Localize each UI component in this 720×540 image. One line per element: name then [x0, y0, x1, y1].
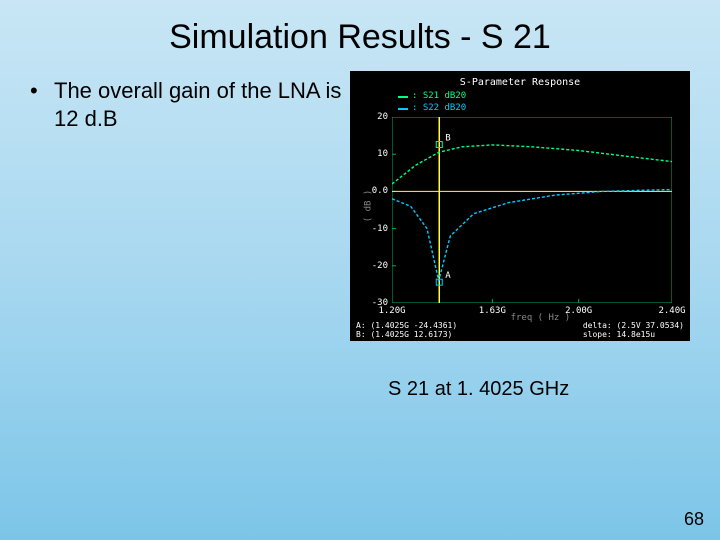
legend-item: : S21 dB20 — [398, 91, 466, 103]
chart-title: S-Parameter Response — [350, 71, 690, 88]
readout-row: A: (1.4025G -24.4361)B: (1.4025G 12.6173… — [356, 321, 684, 339]
bullet-list: • The overall gain of the LNA is 12 d.B — [30, 71, 350, 341]
svg-text:A: A — [445, 271, 451, 281]
y-tick-label: -20 — [372, 261, 388, 271]
x-tick-label: 1.20G — [378, 306, 405, 316]
chart-legend: : S21 dB20: S22 dB20 — [398, 91, 466, 114]
legend-swatch — [398, 96, 408, 98]
y-tick-label: -10 — [372, 224, 388, 234]
readout-left: A: (1.4025G -24.4361)B: (1.4025G 12.6173… — [356, 321, 457, 339]
legend-item: : S22 dB20 — [398, 103, 466, 115]
y-tick-label: 20 — [377, 112, 388, 122]
slide-title: Simulation Results - S 21 — [0, 0, 720, 71]
x-tick-label: 1.63G — [479, 306, 506, 316]
s-parameter-chart: S-Parameter Response : S21 dB20: S22 dB2… — [350, 71, 690, 341]
chart-caption: S 21 at 1. 4025 GHz — [388, 378, 569, 401]
legend-swatch — [398, 108, 408, 110]
plot-area: AB 20100.0-10-20-301.20G1.63G2.00G2.40G — [392, 117, 672, 303]
y-tick-label: 10 — [377, 149, 388, 159]
bullet-item: • The overall gain of the LNA is 12 d.B — [30, 77, 350, 132]
svg-text:B: B — [445, 134, 450, 144]
readout-right: delta: (2.5V 37.0534)slope: 14.8e15u — [583, 321, 684, 339]
plot-svg: AB — [392, 117, 672, 303]
bullet-text: The overall gain of the LNA is 12 d.B — [54, 77, 350, 132]
legend-label: : S21 dB20 — [412, 91, 466, 103]
page-number: 68 — [684, 509, 704, 530]
x-tick-label: 2.40G — [658, 306, 685, 316]
legend-label: : S22 dB20 — [412, 103, 466, 115]
y-tick-label: 0.0 — [372, 186, 388, 196]
bullet-marker: • — [30, 77, 54, 132]
content-area: • The overall gain of the LNA is 12 d.B … — [0, 71, 720, 341]
